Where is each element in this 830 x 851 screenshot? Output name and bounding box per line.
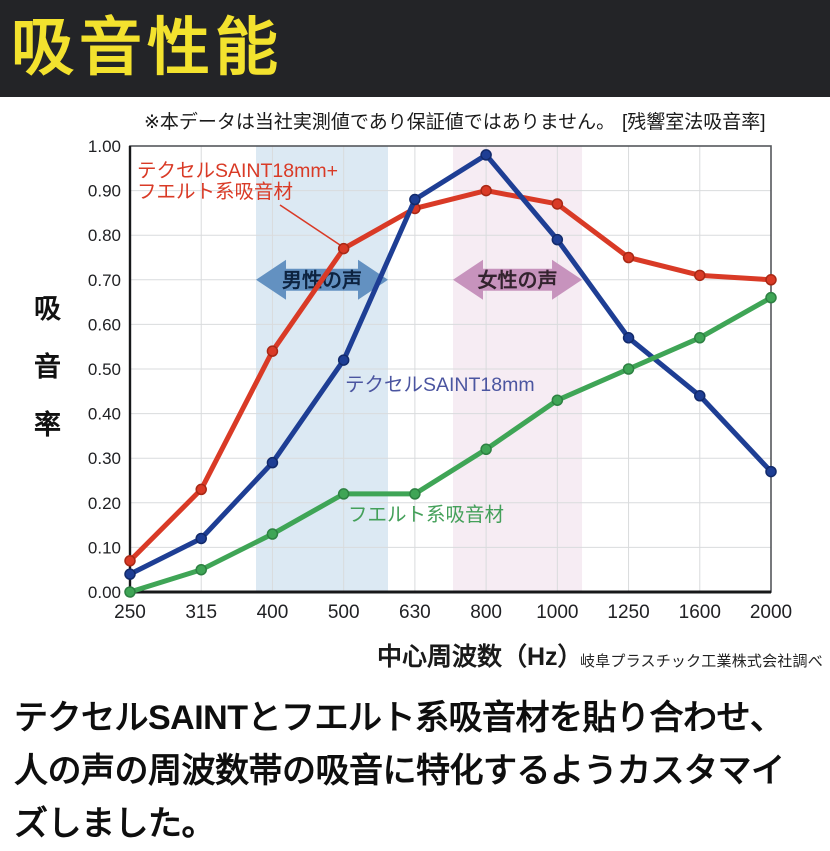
series-2-point xyxy=(266,528,279,540)
female-voice-arrow-label: 女性の声 xyxy=(478,268,558,292)
series-1-point xyxy=(124,568,136,580)
series-1-point xyxy=(409,193,421,206)
series-label-texcel-plus-felt-line2: フエルト系吸音材 xyxy=(137,181,294,203)
x-tick-label: 1600 xyxy=(679,602,721,623)
series-1-point xyxy=(765,465,777,478)
series-1-point xyxy=(622,332,635,344)
caption-text: テクセルSAINTとフエルト系吸音材を貼り合わせ、 人の声の周波数帯の吸音に特化… xyxy=(14,692,826,851)
series-1-point xyxy=(337,354,350,366)
header-bar: 吸音性能 xyxy=(0,0,830,97)
x-tick-label: 2000 xyxy=(750,602,792,623)
series1-label-pointer xyxy=(279,204,344,248)
series-0-point xyxy=(195,483,207,496)
series-1-point xyxy=(266,456,279,469)
series-2-point xyxy=(409,488,421,500)
series-0-point xyxy=(337,242,350,255)
series-0-point xyxy=(266,345,279,357)
series-line-2 xyxy=(127,295,774,595)
series-line-1 xyxy=(127,152,774,577)
x-axis-title: 中心周波数（Hz） xyxy=(377,643,583,671)
y-tick-label: 0.50 xyxy=(88,360,121,379)
female-voice-arrow xyxy=(452,259,583,300)
y-tick-label: 0.10 xyxy=(88,538,121,557)
chart-disclaimer-note: ※本データは当社実測値であり保証値ではありません。 xyxy=(144,112,616,133)
y-tick-label: 0.80 xyxy=(88,226,121,245)
caption-line-1: テクセルSAINTとフエルト系吸音材を貼り合わせ、 xyxy=(14,699,784,737)
y-tick-label: 0.40 xyxy=(88,405,121,424)
x-tick-label: 1250 xyxy=(607,602,649,623)
y-tick-label: 0.00 xyxy=(88,583,121,602)
series-2-point xyxy=(551,394,564,406)
series-2-point xyxy=(195,563,207,576)
series-2-point xyxy=(622,363,635,375)
series-2-point xyxy=(337,488,350,500)
y-tick-label: 0.20 xyxy=(88,494,121,513)
y-tick-label: 1.00 xyxy=(88,137,121,156)
series-0-point xyxy=(124,555,136,567)
series-2-point xyxy=(694,332,706,344)
x-tick-label: 500 xyxy=(328,602,360,623)
y-tick-label: 0.60 xyxy=(88,315,121,334)
series-0-point xyxy=(765,274,777,286)
y-axis-title: 吸音率 xyxy=(30,294,60,469)
series-1-point xyxy=(694,390,706,402)
absorption-line-chart: 男性の声 女性の声0.000.100.200.300.400.500.600.70… xyxy=(88,137,792,623)
x-tick-label: 800 xyxy=(470,602,502,623)
series-0-point xyxy=(551,198,564,210)
caption-line-3: ズしました。 xyxy=(14,805,216,843)
series-label-felt: フエルト系吸音材 xyxy=(348,504,505,526)
x-tick-label: 1000 xyxy=(536,602,578,623)
series-0-point xyxy=(694,269,706,282)
y-tick-label: 0.90 xyxy=(88,182,121,201)
data-source-note: 岐阜プラスチック工業株式会社調べ xyxy=(580,653,823,670)
y-tick-label: 0.70 xyxy=(88,271,121,290)
series-1-point xyxy=(551,233,564,246)
series-1-point xyxy=(195,532,207,545)
series-label-texcel-plus-felt-line1: テクセルSAINT18mm+ xyxy=(137,160,338,182)
series-2-point xyxy=(765,291,777,304)
series-line-0 xyxy=(127,188,774,564)
x-tick-label: 315 xyxy=(185,602,217,623)
series-0-point xyxy=(622,251,635,264)
series-label-texcel: テクセルSAINT18mm xyxy=(345,374,535,396)
page-title: 吸音性能 xyxy=(11,13,283,83)
x-tick-label: 400 xyxy=(257,602,289,623)
series-0-point xyxy=(480,184,492,197)
x-tick-label: 630 xyxy=(399,602,431,623)
chart-method-label: [残響室法吸音率] xyxy=(622,112,766,133)
series-1-point xyxy=(480,149,492,161)
series-2-point xyxy=(480,443,492,456)
y-tick-label: 0.30 xyxy=(88,449,121,468)
series-2-point xyxy=(124,586,136,598)
x-tick-label: 250 xyxy=(114,602,146,623)
caption-line-2: 人の声の周波数帯の吸音に特化するようカスタマイ xyxy=(14,752,785,790)
series-label-texcel-plus-felt: テクセルSAINT18mm+ フエルト系吸音材 xyxy=(137,161,338,203)
